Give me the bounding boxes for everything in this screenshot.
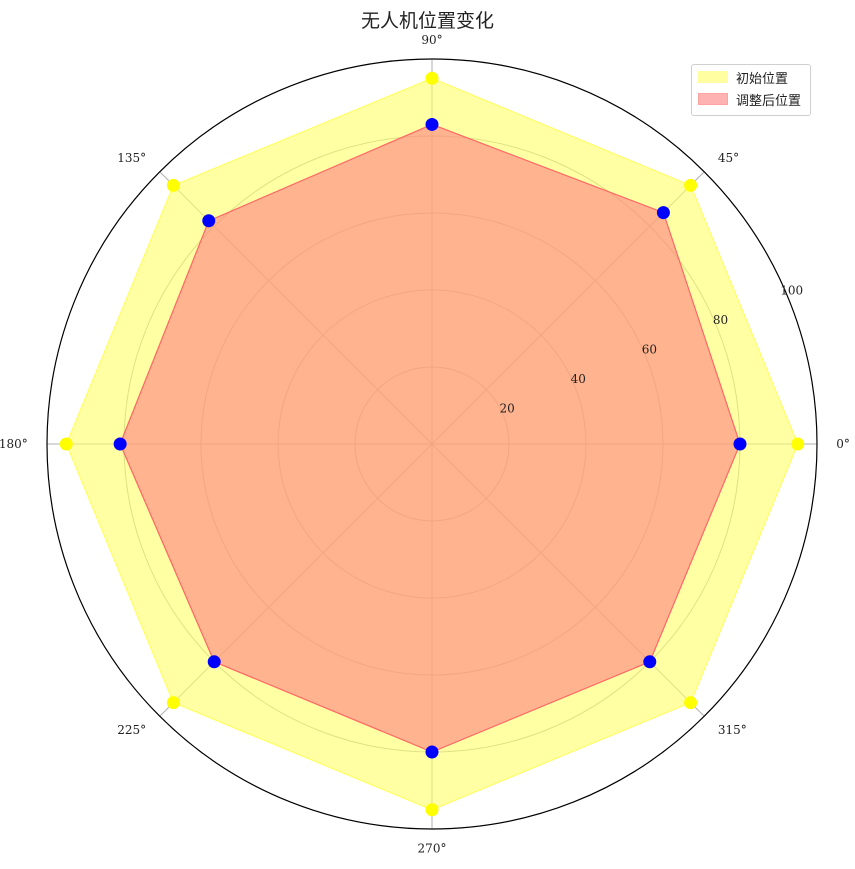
- series-point-0: [59, 437, 73, 451]
- series-point-1: [113, 437, 127, 451]
- angle-tick-label: 315°: [718, 723, 747, 737]
- series-point-0: [425, 71, 439, 85]
- legend: 初始位置 调整后位置: [691, 64, 811, 116]
- legend-swatch-adjusted: [698, 93, 728, 105]
- radial-tick-label: 20: [499, 402, 514, 416]
- series-point-0: [684, 178, 698, 192]
- series-point-0: [425, 803, 439, 817]
- series-point-1: [733, 437, 747, 451]
- angle-tick-label: 180°: [0, 437, 28, 451]
- series-point-0: [684, 696, 698, 710]
- chart-title: 无人机位置变化: [360, 10, 494, 32]
- polar-frame: [46, 58, 818, 830]
- legend-swatch-initial: [698, 71, 728, 83]
- series-point-1: [656, 206, 670, 220]
- series-point-1: [425, 745, 439, 759]
- series-point-0: [166, 696, 180, 710]
- radial-tick-label: 80: [713, 313, 728, 327]
- angle-tick-label: 225°: [117, 723, 146, 737]
- series-point-1: [643, 655, 657, 669]
- radial-tick-label: 60: [642, 343, 657, 357]
- angle-tick-label: 45°: [718, 151, 739, 165]
- legend-item-initial: 初始位置: [698, 69, 789, 87]
- series-point-1: [207, 655, 221, 669]
- angle-tick-label: 90°: [421, 33, 442, 47]
- radial-tick-label: 40: [571, 372, 586, 386]
- angle-tick-label: 0°: [836, 437, 850, 451]
- angle-tick-label: 135°: [117, 151, 146, 165]
- series-point-1: [425, 117, 439, 131]
- legend-label-adjusted: 调整后位置: [736, 93, 802, 109]
- angle-tick-label: 270°: [418, 841, 447, 855]
- series-point-0: [791, 437, 805, 451]
- series-point-0: [166, 178, 180, 192]
- series-point-1: [202, 214, 216, 228]
- legend-label-initial: 初始位置: [736, 71, 789, 87]
- radial-tick-label: 100: [780, 284, 803, 298]
- legend-item-adjusted: 调整后位置: [698, 91, 802, 109]
